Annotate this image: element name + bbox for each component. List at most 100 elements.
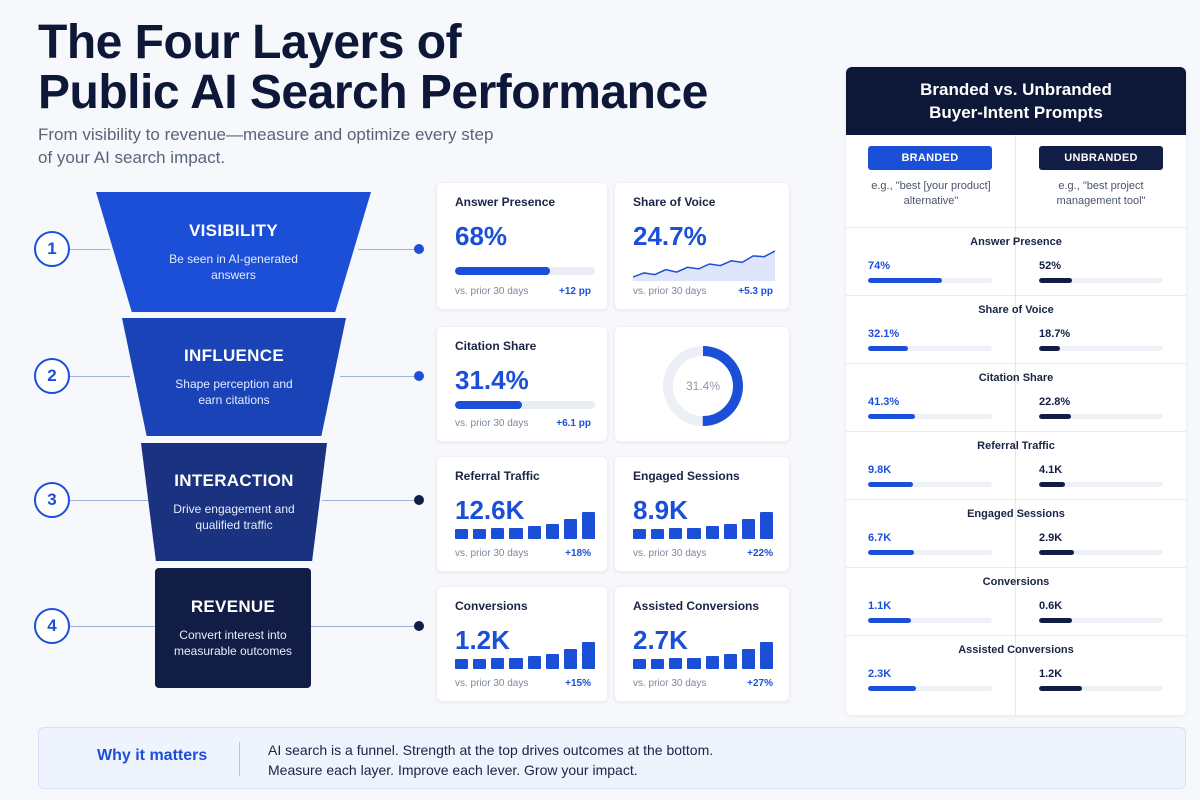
card-referral-traffic: Referral Traffic 12.6K vs. prior 30 days…: [436, 456, 608, 572]
example-line: management tool": [1056, 195, 1146, 207]
sparkline-line: [633, 250, 775, 278]
card-value: 24.7%: [633, 221, 707, 251]
mini-bar: [633, 529, 647, 539]
card-value: 2.7K: [633, 625, 688, 655]
unbranded-badge: UNBRANDED: [1039, 146, 1163, 170]
unbranded-value: 22.8%: [1039, 396, 1071, 408]
mini-bar: [581, 512, 595, 539]
layer-desc-line: Drive engagement and: [173, 502, 295, 516]
card-label: Share of Voice: [633, 195, 716, 209]
unbranded-example: e.g., "best project management tool": [1021, 179, 1181, 209]
branded-value: 2.3K: [868, 668, 892, 680]
branded-bar: [868, 414, 992, 419]
unbranded-bar: [1039, 686, 1163, 691]
card-delta: +27%: [747, 678, 773, 689]
layer-connector: [322, 500, 418, 501]
row-metric: Assisted Conversions: [958, 644, 1074, 656]
card-comparison-label: vs. prior 30 days: [633, 678, 707, 689]
mini-bar: [527, 526, 541, 539]
unbranded-bar: [1039, 618, 1163, 623]
layer-connector: [358, 249, 418, 250]
why-label: Why it matters: [97, 747, 208, 764]
card-citation-share: Citation Share 31.4% vs. prior 30 days +…: [436, 326, 608, 442]
comparison-row: Citation Share 41.3% 22.8%: [846, 363, 1186, 431]
card-label: Answer Presence: [455, 195, 556, 209]
unbranded-bar-fill: [1039, 482, 1066, 487]
connector-dot: [414, 495, 424, 505]
comparison-row: Engaged Sessions 6.7K 2.9K: [846, 499, 1186, 567]
card-comparison-label: vs. prior 30 days: [455, 678, 529, 689]
column-divider: [1015, 135, 1016, 715]
layer-desc-line: Shape perception and: [175, 377, 293, 391]
page-subtitle: From visibility to revenue—measure and o…: [38, 123, 558, 169]
card-delta: +18%: [565, 548, 591, 559]
example-line: alternative": [903, 195, 959, 207]
unbranded-bar-fill: [1039, 686, 1083, 691]
layer-connector: [340, 376, 418, 377]
card-share-of-voice: Share of Voice 24.7% vs. prior 30 days +…: [614, 182, 790, 310]
mini-bar: [509, 657, 523, 669]
unbranded-bar-fill: [1039, 278, 1073, 283]
layer-description: Convert interest into measurable outcome…: [174, 627, 292, 659]
card-label: Citation Share: [455, 339, 537, 353]
layer-title: VISIBILITY: [189, 221, 278, 240]
funnel-layer-visibility: VISIBILITY Be seen in AI-generated answe…: [96, 192, 371, 312]
layer-desc-line: Convert interest into: [179, 628, 287, 642]
mini-bar: [759, 512, 773, 539]
branded-bar: [868, 618, 992, 623]
mini-bar: [491, 658, 505, 669]
mini-bar: [633, 659, 647, 669]
row-metric: Citation Share: [978, 372, 1054, 384]
branded-example: e.g., "best [your product] alternative": [851, 179, 1011, 209]
card-label: Engaged Sessions: [633, 469, 740, 483]
mini-bar: [545, 653, 559, 669]
branded-value: 9.8K: [868, 464, 892, 476]
unbranded-value: 18.7%: [1039, 328, 1071, 340]
unbranded-value: 52%: [1039, 260, 1062, 272]
progress-fill: [455, 401, 523, 409]
mini-bar: [651, 529, 665, 539]
branded-bar-fill: [868, 346, 908, 351]
funnel-layer-interaction: INTERACTION Drive engagement and qualifi…: [141, 443, 327, 561]
branded-badge: BRANDED: [868, 146, 992, 170]
row-metric: Engaged Sessions: [967, 508, 1065, 520]
branded-bar-fill: [868, 414, 916, 419]
row-metric: Referral Traffic: [977, 440, 1055, 452]
unbranded-bar-fill: [1039, 550, 1074, 555]
card-comparison-label: vs. prior 30 days: [633, 286, 707, 297]
progress-bar: [455, 267, 595, 275]
mini-bar: [723, 653, 737, 669]
branded-bar-fill: [868, 550, 914, 555]
connector-dot: [414, 621, 424, 631]
step-connector: [70, 626, 166, 627]
card-value: 1.2K: [455, 625, 510, 655]
panel-title-line: Buyer-Intent Prompts: [929, 103, 1103, 122]
sparkline-area: [633, 251, 775, 281]
card-value: 31.4%: [455, 365, 529, 395]
mini-bar: [581, 642, 595, 669]
mini-bar: [455, 529, 469, 539]
branded-bar: [868, 482, 992, 487]
branded-value: 41.3%: [868, 396, 900, 408]
card-value: 12.6K: [455, 495, 525, 525]
mini-bar: [545, 523, 559, 539]
branded-bar-fill: [868, 482, 913, 487]
card-answer-presence: Answer Presence 68% vs. prior 30 days +1…: [436, 182, 608, 310]
why-text: AI search is a funnel. Strength at the t…: [268, 740, 713, 780]
card-delta: +22%: [747, 548, 773, 559]
card-conversions: Conversions 1.2K vs. prior 30 days +15%: [436, 586, 608, 702]
layer-title: INTERACTION: [174, 471, 294, 490]
mini-bar: [669, 528, 683, 539]
mini-bar: [705, 526, 719, 539]
panel-title-line: Branded vs. Unbranded: [920, 80, 1112, 99]
donut-arc: [663, 346, 743, 426]
panel-title: Branded vs. Unbranded Buyer-Intent Promp…: [846, 67, 1186, 135]
layer-desc-line: qualified traffic: [195, 518, 273, 532]
card-comparison-label: vs. prior 30 days: [633, 548, 707, 559]
mini-bar: [741, 518, 755, 539]
mini-bar: [491, 528, 505, 539]
page-title: The Four Layers of Public AI Search Perf…: [38, 18, 798, 118]
branded-bar: [868, 346, 992, 351]
branded-bar: [868, 278, 992, 283]
branded-value: 74%: [868, 260, 891, 272]
